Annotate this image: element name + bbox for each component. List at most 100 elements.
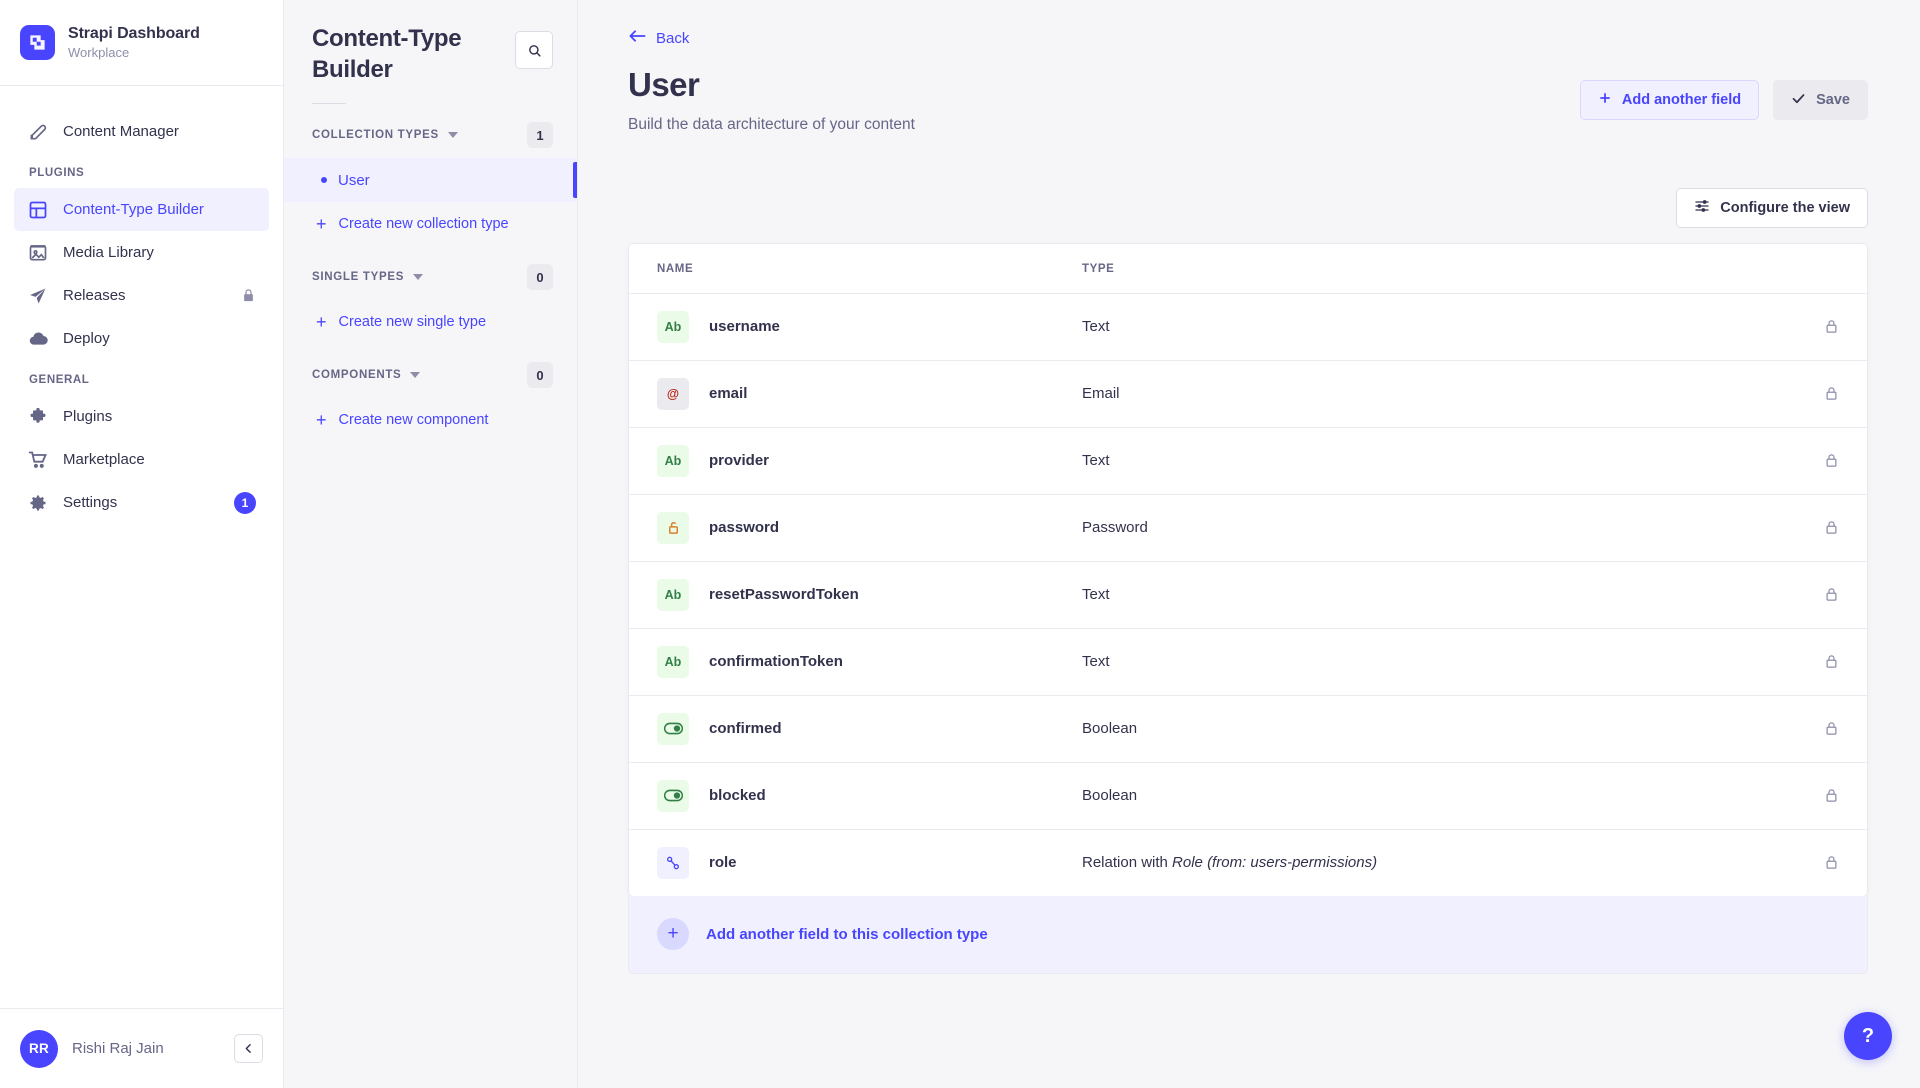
page-header: User Build the data architecture of your…: [628, 66, 1868, 134]
chevron-down-icon: [410, 372, 421, 379]
ctb-header: Content-Type Builder: [284, 0, 577, 85]
avatar[interactable]: RR: [20, 1029, 58, 1068]
table-header-row: NAME TYPE: [629, 244, 1867, 293]
ctb-collection-type-user[interactable]: User: [284, 158, 577, 203]
table-row[interactable]: Ab username Text: [629, 292, 1867, 360]
image-icon: [27, 242, 49, 264]
field-name-cell: role: [657, 846, 1082, 879]
create-new-collection-type-link[interactable]: + Create new collection type: [284, 202, 577, 246]
sidebar-item-label: Releases: [63, 287, 126, 304]
field-name-cell: @ email: [657, 377, 1082, 410]
status-badge: 1: [234, 491, 256, 514]
table-row[interactable]: Ab confirmationToken Text: [629, 627, 1867, 695]
ctb-group-single-types[interactable]: SINGLE TYPES 0: [284, 246, 577, 300]
field-name: password: [709, 519, 780, 537]
sidebar-collapse-button[interactable]: [234, 1034, 263, 1063]
field-type: Text: [1082, 318, 1110, 336]
sidebar-item-label: Media Library: [63, 244, 154, 261]
lock-icon: [1799, 788, 1839, 803]
configure-the-view-button[interactable]: Configure the view: [1676, 187, 1868, 228]
plus-icon: +: [316, 410, 327, 431]
brand-header[interactable]: Strapi Dashboard Workplace: [0, 0, 283, 86]
layout-grid-icon: [27, 199, 49, 221]
plus-icon: +: [316, 312, 327, 333]
add-another-field-to-collection-bar[interactable]: + Add another field to this collection t…: [628, 895, 1868, 974]
create-new-single-type-link[interactable]: + Create new single type: [284, 300, 577, 344]
field-type: Text: [1082, 452, 1110, 470]
lock-icon: [1799, 453, 1839, 468]
sidebar-item-content-type-builder[interactable]: Content-Type Builder: [14, 188, 269, 231]
strapi-logo-icon: [20, 24, 55, 60]
sidebar-section-general: GENERAL: [29, 374, 90, 386]
main-content: Back User Build the data architecture of…: [578, 0, 1920, 1088]
toggle-icon: [657, 779, 689, 812]
brand-title: Strapi Dashboard: [68, 24, 200, 42]
sidebar-item-label: Plugins: [63, 408, 113, 425]
bullet-dot-icon: [321, 177, 327, 184]
table-row[interactable]: password Password: [629, 493, 1867, 561]
cloud-icon: [27, 328, 49, 350]
ctb-title: Content-Type Builder: [312, 25, 462, 83]
field-name-cell: Ab provider: [657, 444, 1082, 477]
ctb-group-label: COLLECTION TYPES: [312, 129, 439, 142]
add-another-field-button[interactable]: Add another field: [1579, 80, 1760, 120]
back-label: Back: [656, 29, 690, 47]
table-row[interactable]: blocked Boolean: [629, 761, 1867, 829]
help-button[interactable]: ?: [1844, 1012, 1892, 1060]
plus-icon: +: [657, 918, 689, 951]
create-new-component-link[interactable]: + Create new component: [284, 398, 577, 442]
sidebar-item-marketplace[interactable]: Marketplace: [14, 438, 269, 481]
field-name: confirmed: [709, 720, 782, 738]
save-label: Save: [1816, 92, 1850, 108]
ctb-group-collection-types[interactable]: COLLECTION TYPES 1: [284, 104, 577, 158]
field-type: Relation with Role (from: users-permissi…: [1082, 854, 1799, 871]
configure-the-view-label: Configure the view: [1720, 199, 1850, 216]
table-row[interactable]: confirmed Boolean: [629, 694, 1867, 762]
save-button[interactable]: Save: [1773, 80, 1868, 120]
lock-icon: [241, 288, 256, 303]
sidebar-item-label: Deploy: [63, 330, 110, 347]
sidebar-item-content-manager[interactable]: Content Manager: [14, 110, 269, 153]
feather-pen-icon: [27, 121, 49, 143]
lock-icon: [1799, 855, 1839, 870]
sidebar-nav-list: Content Manager PLUGINS Content-Type Bui…: [0, 86, 283, 1008]
field-name-cell: password: [657, 511, 1082, 544]
table-row[interactable]: Ab resetPasswordToken Text: [629, 560, 1867, 628]
field-name: resetPasswordToken: [709, 586, 859, 604]
configure-view-row: Configure the view: [628, 187, 1868, 228]
sidebar-item-media-library[interactable]: Media Library: [14, 231, 269, 274]
sidebar-item-deploy[interactable]: Deploy: [14, 317, 269, 360]
sidebar-item-label: Marketplace: [63, 451, 145, 468]
gear-icon: [27, 492, 49, 514]
sidebar-user-footer: RR Rishi Raj Jain: [0, 1008, 283, 1088]
field-type: Text: [1082, 586, 1110, 604]
ctb-item-label: User: [338, 171, 370, 189]
ctb-group-components[interactable]: COMPONENTS 0: [284, 344, 577, 398]
create-label: Create new component: [338, 412, 489, 429]
ctb-group-count: 0: [527, 362, 553, 389]
table-row[interactable]: Ab provider Text: [629, 426, 1867, 494]
sidebar-item-releases[interactable]: Releases: [14, 274, 269, 317]
column-header-type: TYPE: [1082, 262, 1115, 275]
sidebar-item-plugins[interactable]: Plugins: [14, 395, 269, 438]
field-type: Text: [1082, 653, 1110, 671]
chevron-down-icon: [413, 274, 424, 281]
puzzle-piece-icon: [27, 406, 49, 428]
sidebar-item-label: Content Manager: [63, 123, 179, 140]
page-header-text: User Build the data architecture of your…: [628, 66, 915, 134]
page-subtitle: Build the data architecture of your cont…: [628, 115, 915, 133]
sidebar-section-plugins: PLUGINS: [29, 167, 85, 179]
field-type: Boolean: [1082, 787, 1138, 805]
field-name-cell: confirmed: [657, 712, 1082, 745]
table-row[interactable]: role Relation with Role (from: users-per…: [629, 828, 1867, 896]
table-row[interactable]: @ email Email: [629, 359, 1867, 427]
plus-icon: [1598, 91, 1612, 109]
sidebar-item-settings[interactable]: Settings 1: [14, 481, 269, 524]
field-name-cell: Ab username: [657, 310, 1082, 343]
field-name: username: [709, 318, 780, 336]
search-icon[interactable]: [515, 31, 553, 69]
padlock-icon: [657, 511, 689, 544]
back-link[interactable]: Back: [628, 28, 689, 48]
sliders-icon: [1694, 198, 1710, 218]
ctb-group-count: 1: [527, 122, 553, 149]
